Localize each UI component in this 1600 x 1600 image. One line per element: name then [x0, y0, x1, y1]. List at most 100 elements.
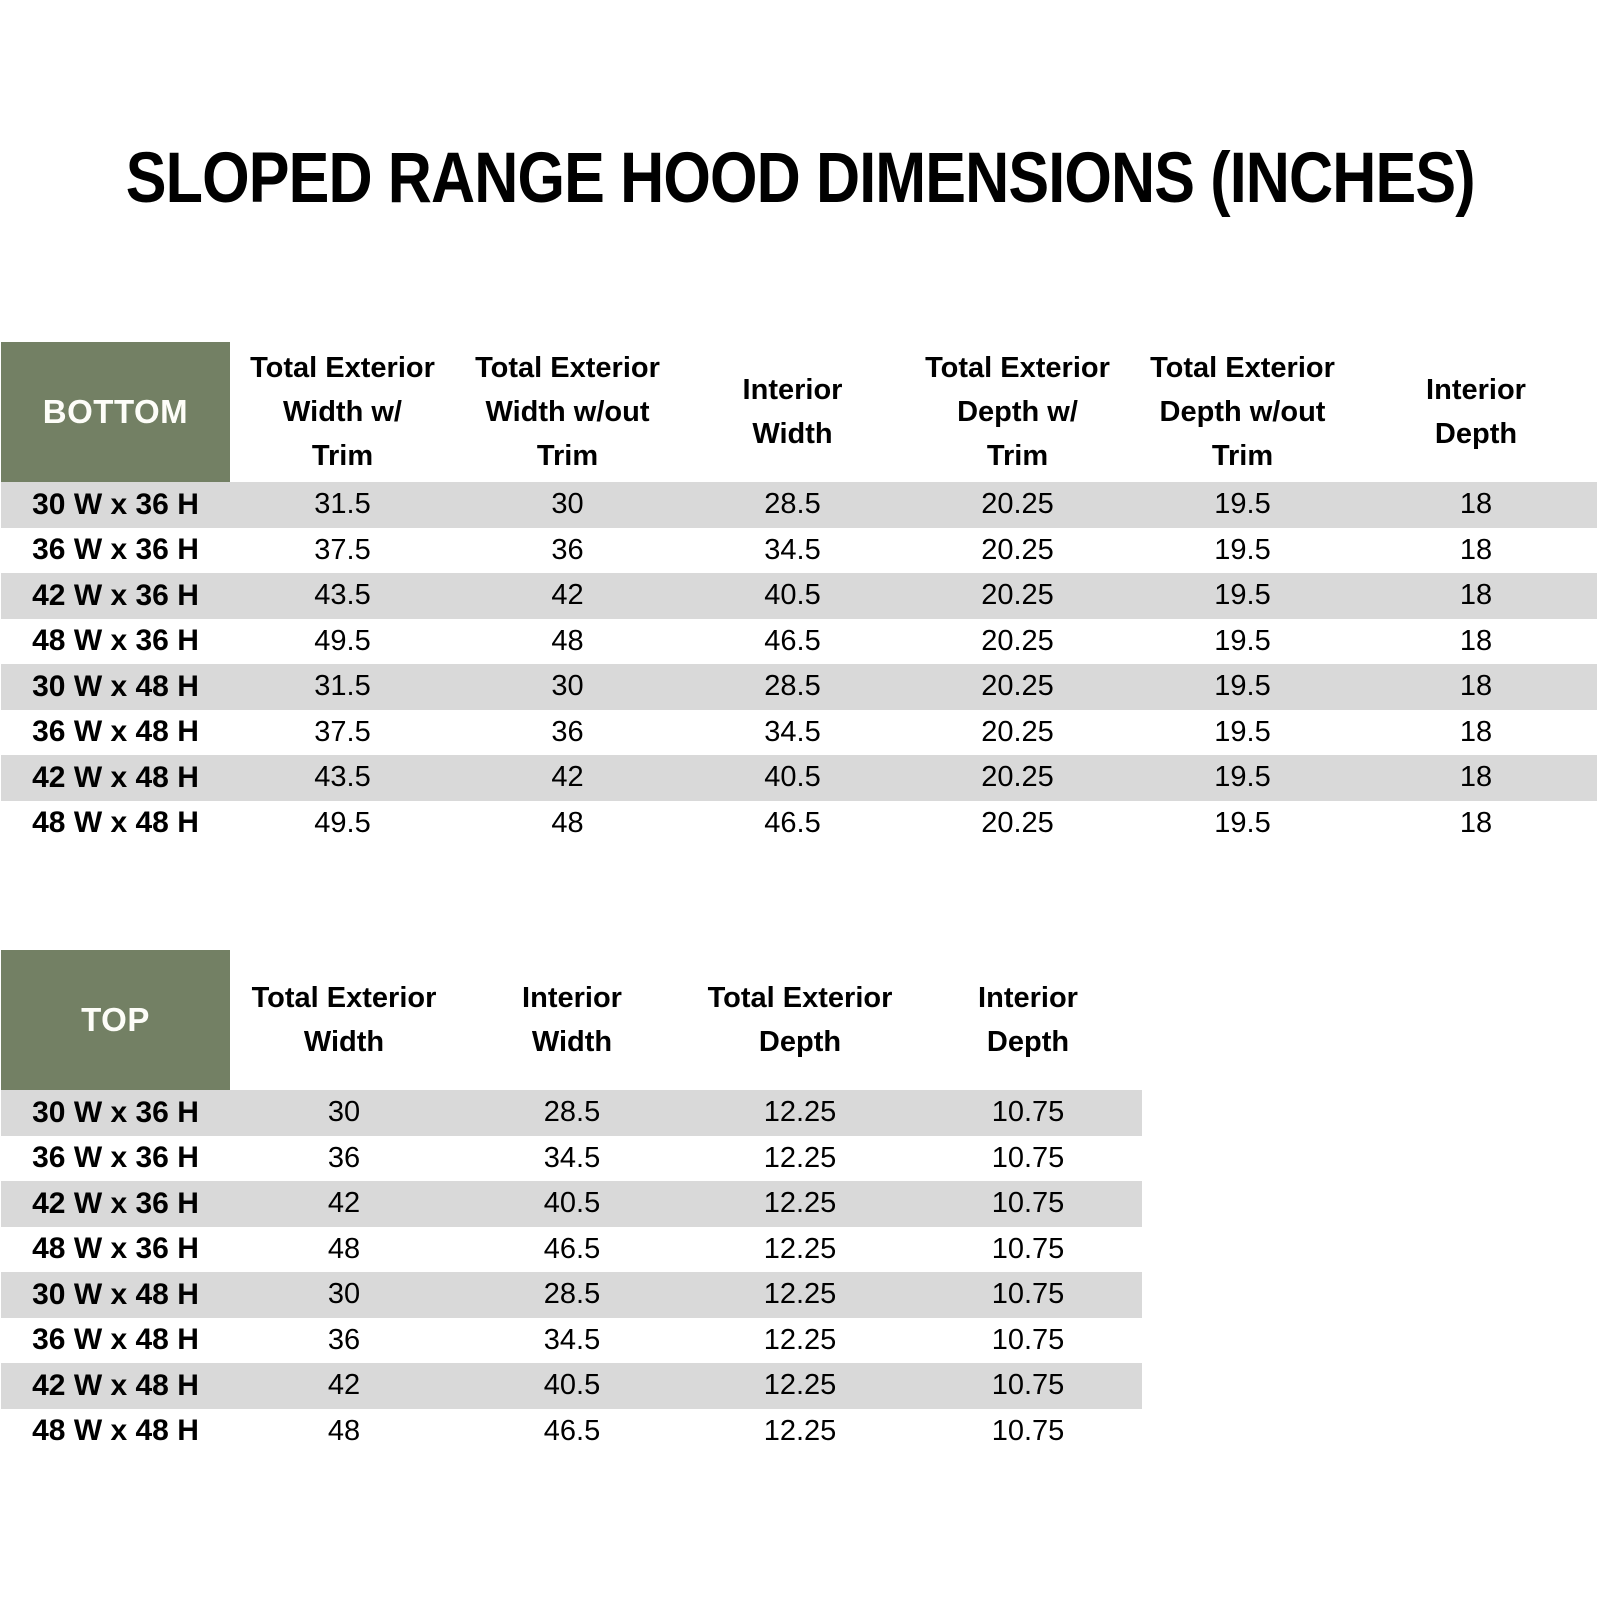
dimension-value: 12.25: [763, 1187, 837, 1220]
header-row: BOTTOM Total Exterior Width w/ Trim Total …: [1, 342, 1597, 482]
dimension-value: 20.25: [981, 579, 1054, 612]
column-header: Total Exterior Depth w/ Trim: [905, 342, 1130, 482]
row-label: 36 W x 36 H: [32, 533, 199, 567]
dimension-value: 31.5: [314, 670, 371, 703]
dimension-value: 20.25: [981, 624, 1054, 657]
column-header: Interior Width: [680, 342, 905, 482]
dimension-value: 20.25: [981, 761, 1054, 794]
table-row: 36 W x 36 H 36 34.5 12.25 10.75: [1, 1135, 1142, 1181]
dimension-value: 19.5: [1214, 761, 1271, 794]
header-row: TOP Total Exterior Width Interior Width Tot…: [1, 950, 1142, 1090]
dimension-value: 36: [551, 533, 584, 566]
table-row: 48 W x 36 H 49.5 48 46.5 20.25 19.5 18: [1, 618, 1597, 664]
dimension-value: 12.25: [763, 1323, 837, 1356]
dimension-value: 18: [1459, 488, 1493, 521]
dimension-value: 20.25: [981, 533, 1054, 566]
top-corner-label: TOP: [1, 950, 230, 1090]
row-label: 30 W x 36 H: [32, 487, 199, 521]
dimension-value: 28.5: [543, 1096, 601, 1129]
row-label: 48 W x 48 H: [32, 806, 199, 840]
table-row: 42 W x 36 H 43.5 42 40.5 20.25 19.5 18: [1, 573, 1597, 619]
dimension-value: 34.5: [543, 1323, 601, 1356]
column-header: Interior Width: [458, 950, 686, 1090]
dimension-value: 42: [327, 1187, 361, 1220]
table-row: 30 W x 36 H 30 28.5 12.25 10.75: [1, 1090, 1142, 1136]
dimension-value: 12.25: [763, 1232, 837, 1265]
dimension-value: 19.5: [1214, 715, 1271, 748]
dimension-value: 19.5: [1214, 624, 1271, 657]
dimension-value: 30: [327, 1096, 361, 1129]
dimension-value: 19.5: [1214, 488, 1271, 521]
row-label: 42 W x 48 H: [32, 760, 199, 794]
table-row: 42 W x 36 H 42 40.5 12.25 10.75: [1, 1181, 1142, 1227]
dimension-value: 40.5: [764, 579, 821, 612]
dimension-value: 48: [551, 624, 584, 657]
dimension-value: 12.25: [763, 1369, 837, 1402]
dimension-value: 30: [551, 670, 584, 703]
row-label: 36 W x 48 H: [32, 1323, 199, 1357]
table-row: 36 W x 48 H 36 34.5 12.25 10.75: [1, 1317, 1142, 1363]
row-label: 42 W x 36 H: [32, 1186, 199, 1220]
dimension-value: 19.5: [1214, 533, 1271, 566]
row-label: 36 W x 48 H: [32, 715, 199, 749]
column-header: Interior Depth: [914, 950, 1142, 1090]
dimension-value: 12.25: [763, 1096, 837, 1129]
dimension-value: 37.5: [314, 715, 371, 748]
top-dimensions-table: TOP Total Exterior Width Interior Width Tot…: [1, 950, 1142, 1454]
dimension-value: 10.75: [991, 1278, 1065, 1311]
row-label: 42 W x 48 H: [32, 1368, 199, 1402]
dimension-value: 36: [327, 1141, 361, 1174]
dimension-value: 20.25: [981, 488, 1054, 521]
bottom-corner-label: BOTTOM: [1, 342, 230, 482]
dimension-value: 18: [1459, 624, 1493, 657]
dimension-value: 36: [551, 715, 584, 748]
dimension-value: 30: [551, 488, 584, 521]
dimension-value: 28.5: [764, 670, 821, 703]
row-label: 30 W x 48 H: [32, 1277, 199, 1311]
table-row: 48 W x 48 H 48 46.5 12.25 10.75: [1, 1408, 1142, 1454]
dimension-value: 48: [551, 806, 584, 839]
row-label: 36 W x 36 H: [32, 1141, 199, 1175]
column-header: Total Exterior Width w/out Trim: [455, 342, 680, 482]
row-label: 48 W x 36 H: [32, 1232, 199, 1266]
dimension-value: 46.5: [543, 1232, 601, 1265]
page-title: SLOPED RANGE HOOD DIMENSIONS (INCHES): [125, 139, 1476, 218]
dimension-value: 18: [1459, 579, 1493, 612]
dimension-value: 28.5: [543, 1278, 601, 1311]
dimension-value: 18: [1459, 670, 1493, 703]
dimension-value: 34.5: [543, 1141, 601, 1174]
bottom-dimensions-table: BOTTOM Total Exterior Width w/ Trim Total …: [1, 342, 1597, 846]
column-header: Total Exterior Depth: [686, 950, 914, 1090]
dimension-value: 10.75: [991, 1369, 1065, 1402]
dimension-value: 10.75: [991, 1187, 1065, 1220]
dimension-value: 12.25: [763, 1141, 837, 1174]
table-row: 42 W x 48 H 42 40.5 12.25 10.75: [1, 1363, 1142, 1409]
table-row: 30 W x 48 H 31.5 30 28.5 20.25 19.5 18: [1, 664, 1597, 710]
dimension-value: 10.75: [991, 1232, 1065, 1265]
dimension-value: 42: [551, 761, 584, 794]
table-row: 48 W x 48 H 49.5 48 46.5 20.25 19.5 18: [1, 800, 1597, 846]
dimension-value: 18: [1459, 533, 1493, 566]
dimension-value: 10.75: [991, 1141, 1065, 1174]
dimension-value: 46.5: [543, 1414, 601, 1447]
dimension-value: 43.5: [314, 579, 371, 612]
dimension-value: 12.25: [763, 1278, 837, 1311]
table-row: 30 W x 36 H 31.5 30 28.5 20.25 19.5 18: [1, 482, 1597, 528]
table-row: 30 W x 48 H 30 28.5 12.25 10.75: [1, 1272, 1142, 1318]
dimension-value: 46.5: [764, 806, 821, 839]
dimension-value: 20.25: [981, 806, 1054, 839]
dimension-value: 10.75: [991, 1323, 1065, 1356]
row-label: 42 W x 36 H: [32, 578, 199, 612]
table-row: 36 W x 48 H 37.5 36 34.5 20.25 19.5 18: [1, 709, 1597, 755]
dimension-value: 40.5: [543, 1187, 601, 1220]
table-row: 48 W x 36 H 48 46.5 12.25 10.75: [1, 1226, 1142, 1272]
row-label: 30 W x 36 H: [32, 1095, 199, 1129]
dimension-value: 40.5: [543, 1369, 601, 1402]
dimension-value: 30: [327, 1278, 361, 1311]
dimension-value: 20.25: [981, 670, 1054, 703]
row-label: 30 W x 48 H: [32, 669, 199, 703]
dimension-value: 19.5: [1214, 579, 1271, 612]
row-label: 48 W x 48 H: [32, 1414, 199, 1448]
dimension-value: 12.25: [763, 1414, 837, 1447]
